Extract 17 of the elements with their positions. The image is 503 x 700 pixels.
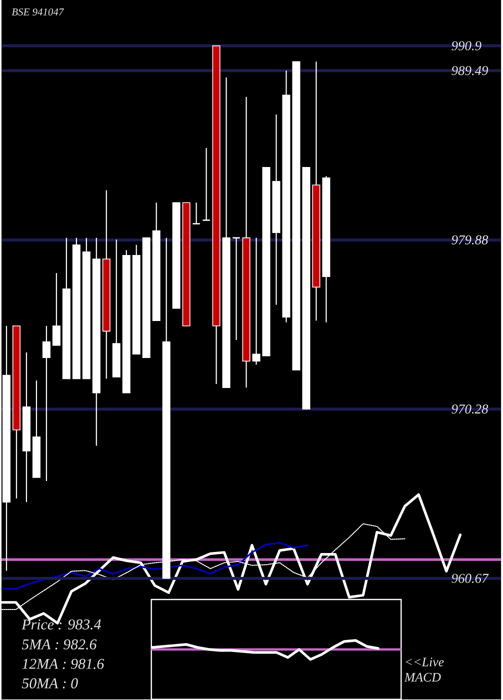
y-tick-label: 989.49 — [452, 66, 488, 76]
candlestick — [192, 202, 201, 224]
y-tick-label: 979.88 — [452, 235, 488, 245]
candlestick — [232, 237, 241, 341]
candlestick — [52, 272, 61, 346]
y-tick-label: 960.67 — [452, 574, 489, 583]
candlestick — [252, 237, 260, 366]
y-tick-label: 990.9 — [452, 41, 482, 50]
annotation: 50MA : 0 — [22, 678, 78, 688]
candlestick — [42, 325, 51, 482]
annotation: <<Live MACD — [404, 658, 444, 682]
text: BSE 941047 — [12, 8, 64, 16]
candlestick — [202, 147, 211, 221]
annotation: 12MA : 981.6 — [22, 658, 104, 670]
y-tick-label: 970.28 — [452, 404, 488, 414]
annotation: Price : 983.4 — [22, 619, 102, 630]
annotation: 5MA : 982.6 — [22, 639, 97, 650]
